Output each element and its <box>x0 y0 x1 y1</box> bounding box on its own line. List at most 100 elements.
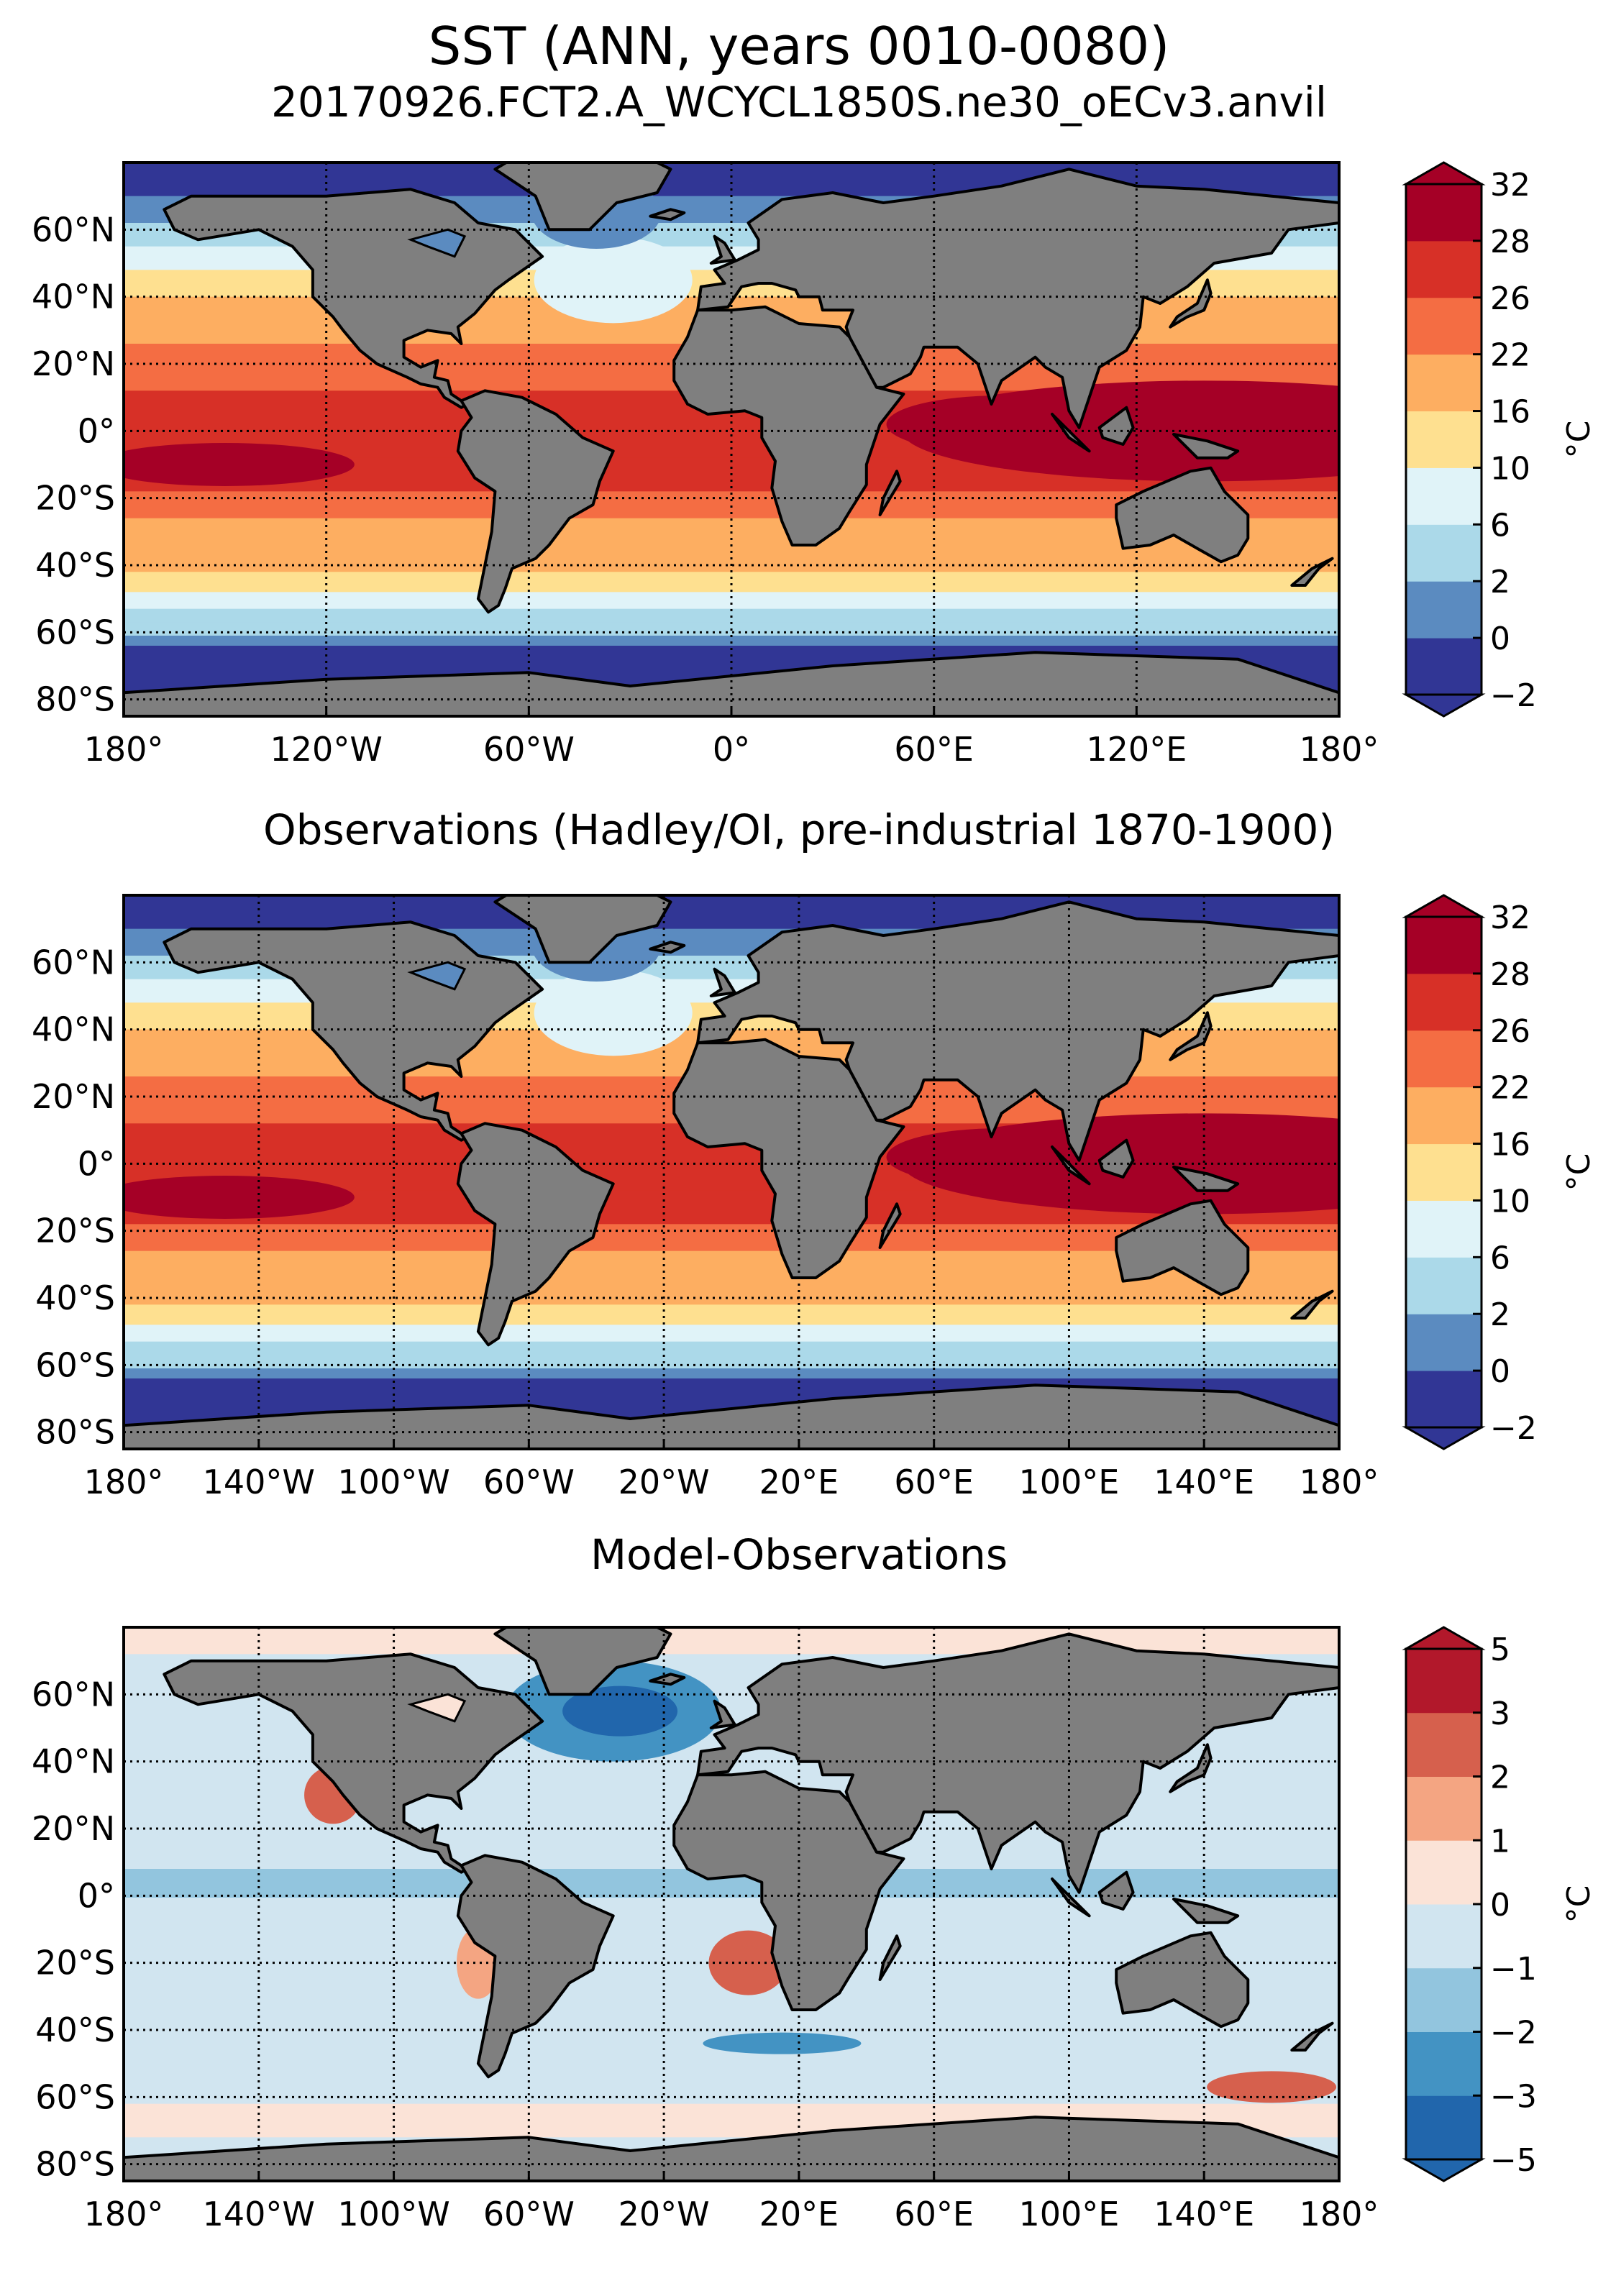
land-mass <box>493 163 672 232</box>
colorbar-extend-max <box>1402 1626 1486 1650</box>
colorbar-segment <box>1406 1200 1481 1258</box>
x-tick-label: 180° <box>84 2195 164 2233</box>
colorbar-segment <box>1406 1257 1481 1314</box>
colorbar-tick-label: −5 <box>1490 2142 1537 2179</box>
sst-band <box>124 1278 1339 1306</box>
land-mass <box>696 1632 1339 1894</box>
land-mass <box>493 895 672 964</box>
colorbar-segment <box>1406 524 1481 582</box>
colorbar-tick-label: 5 <box>1490 1632 1510 1668</box>
land-mass <box>696 900 1339 1162</box>
agulhas-cold-bias <box>703 2032 862 2054</box>
x-tick-label: 20°E <box>759 1463 839 1501</box>
colorbar-tick-label: 6 <box>1490 507 1510 544</box>
land-mass <box>709 967 736 997</box>
y-tick-label: 60°N <box>32 210 115 249</box>
colorbar-tick-label: 32 <box>1490 900 1530 936</box>
colorbar-tick-label: 0 <box>1490 1353 1510 1390</box>
colorbar-tick-label: 10 <box>1490 1183 1530 1220</box>
land-mass <box>1172 1898 1240 1924</box>
colorbar-tick-label: 16 <box>1490 1127 1530 1163</box>
colorbar-segment <box>1406 581 1481 639</box>
x-tick-label: 100°W <box>337 1463 449 1501</box>
y-tick-label: 40°N <box>32 1742 115 1781</box>
land-mass <box>1172 433 1240 459</box>
y-tick-label: 20°N <box>32 344 115 383</box>
map-frame <box>122 1626 1341 2182</box>
colorbar-segment <box>1406 184 1481 242</box>
x-tick-label: 100°E <box>1019 2195 1120 2233</box>
colorbar-tick-label: 1 <box>1490 1823 1510 1860</box>
hudson-bay <box>407 1693 467 1723</box>
map-field <box>124 895 1339 1449</box>
colorbar-extend-max <box>1402 161 1486 186</box>
x-tick-label: 60°W <box>483 1463 575 1501</box>
land-mass <box>1051 1145 1091 1186</box>
colorbar-unit-label: °C <box>1561 421 1597 459</box>
y-tick-label: 20°N <box>32 1809 115 1848</box>
south-pacific-warm <box>124 1176 355 1219</box>
y-tick-label: 20°S <box>35 479 115 518</box>
panel-model-sst: 180° 120°W 60°W 0° 60°E 120°E 180° 60°N 40°N 20°N… <box>32 161 1597 769</box>
y-tick-label: 0° <box>78 1144 115 1183</box>
colorbar-tick-label: 2 <box>1490 1760 1510 1796</box>
y-tick-label: 0° <box>78 1876 115 1915</box>
land-mass <box>1169 1743 1213 1793</box>
x-tick-label: 60°W <box>483 2195 575 2233</box>
southern-warm-bias <box>1207 2071 1337 2103</box>
y-tick-label: 60°S <box>35 2077 115 2116</box>
colorbar-frame <box>1405 915 1483 1429</box>
y-tick-label: 80°S <box>35 2145 115 2184</box>
colorbar-segment <box>1406 973 1481 1031</box>
colorbar-segment <box>1406 354 1481 412</box>
x-tick-label: 180° <box>84 1463 164 1501</box>
x-tick-label: 120°E <box>1086 730 1187 769</box>
panel-observations-title: Observations (Hadley/OI, pre-industrial … <box>263 805 1335 854</box>
colorbar-extend-min <box>1402 2158 1486 2182</box>
x-tick-label: 100°E <box>1019 1463 1120 1501</box>
colorbar-tick-label: 32 <box>1490 167 1530 203</box>
sst-band <box>124 572 1339 593</box>
colorbar-segment <box>1406 2095 1481 2160</box>
map-field <box>124 163 1339 716</box>
sst-band <box>124 1355 1339 1369</box>
land-mass <box>709 1699 736 1729</box>
x-tick-label: 120°W <box>270 730 383 769</box>
y-tick-label: 60°S <box>35 613 115 651</box>
y-tick-label: 80°S <box>35 1413 115 1452</box>
x-tick-label: 20°E <box>759 2195 839 2233</box>
colorbar-tick-label: 16 <box>1490 394 1530 431</box>
colorbar-tick-label: 0 <box>1490 621 1510 657</box>
colorbar-unit-label: °C <box>1561 1885 1597 1924</box>
diff-band <box>124 2050 1339 2104</box>
land-mass <box>696 168 1339 429</box>
x-tick-label: 20°W <box>618 2195 710 2233</box>
x-tick-label: 60°E <box>894 2195 974 2233</box>
colorbar-tick-label: 26 <box>1490 1013 1530 1050</box>
colorbar-segment <box>1406 1712 1481 1777</box>
colorbar-extend-max <box>1402 894 1486 918</box>
x-tick-label: 140°E <box>1154 1463 1254 1501</box>
colorbar-tick-label: −2 <box>1490 677 1537 714</box>
colorbar-tick-label: 28 <box>1490 224 1530 260</box>
land-mass <box>672 1770 905 2011</box>
colorbar-segment <box>1406 1371 1481 1428</box>
sst-band <box>124 1368 1339 1379</box>
colorbar-segment <box>1406 1649 1481 1714</box>
indian-warm-pool <box>886 395 1117 453</box>
colorbar-segment <box>1406 297 1481 355</box>
y-tick-label: 0° <box>78 411 115 450</box>
colorbar-tick-label: 22 <box>1490 1070 1530 1107</box>
land-mass <box>1051 413 1091 453</box>
land-mass <box>878 470 902 516</box>
land-mass <box>1051 1877 1091 1918</box>
y-tick-label: 40°S <box>35 546 115 585</box>
y-tick-label: 40°S <box>35 1279 115 1317</box>
y-tick-label: 40°S <box>35 2011 115 2049</box>
land-mass <box>878 1202 902 1249</box>
land-mass <box>672 1038 905 1279</box>
x-tick-label: 60°E <box>894 730 974 769</box>
x-tick-label: 60°W <box>483 730 575 769</box>
x-tick-label: 140°W <box>203 1463 315 1501</box>
colorbar-tick-label: 6 <box>1490 1240 1510 1276</box>
